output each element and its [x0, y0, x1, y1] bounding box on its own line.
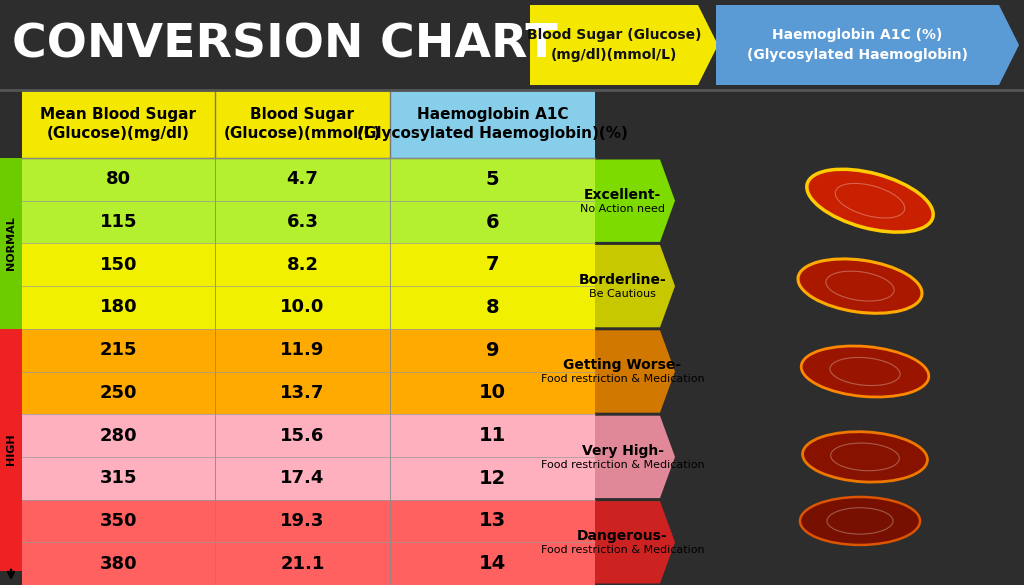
Text: 315: 315	[99, 469, 137, 487]
Ellipse shape	[801, 346, 929, 397]
Text: 5: 5	[485, 170, 500, 189]
Text: 6: 6	[485, 212, 500, 232]
Text: 350: 350	[99, 512, 137, 530]
Text: 15.6: 15.6	[281, 426, 325, 445]
Text: Blood Sugar
(Glucose)(mmol/L): Blood Sugar (Glucose)(mmol/L)	[224, 106, 381, 142]
Text: Haemoglobin A1C
(Glycosylated Haemoglobin)(%): Haemoglobin A1C (Glycosylated Haemoglobi…	[357, 106, 628, 142]
FancyBboxPatch shape	[390, 90, 595, 158]
Polygon shape	[716, 5, 1019, 85]
Text: 8: 8	[485, 298, 500, 317]
Text: No Action need: No Action need	[580, 204, 665, 214]
Ellipse shape	[800, 497, 920, 545]
FancyBboxPatch shape	[22, 500, 595, 542]
Text: 80: 80	[105, 170, 131, 188]
Text: 8.2: 8.2	[287, 256, 318, 274]
Text: 12: 12	[479, 469, 506, 488]
FancyBboxPatch shape	[22, 542, 595, 585]
FancyBboxPatch shape	[22, 457, 595, 500]
FancyBboxPatch shape	[22, 414, 595, 457]
Polygon shape	[530, 5, 718, 85]
Text: 19.3: 19.3	[281, 512, 325, 530]
FancyBboxPatch shape	[0, 0, 1024, 90]
Text: Getting Worse-: Getting Worse-	[563, 359, 682, 373]
Text: 9: 9	[485, 340, 500, 360]
Text: 13: 13	[479, 511, 506, 531]
Text: 215: 215	[99, 341, 137, 359]
Text: Dangerous-: Dangerous-	[578, 529, 668, 543]
Text: HIGH: HIGH	[6, 433, 16, 464]
Text: 7: 7	[485, 255, 500, 274]
FancyBboxPatch shape	[22, 286, 595, 329]
Ellipse shape	[798, 259, 922, 314]
Text: 13.7: 13.7	[281, 384, 325, 402]
Polygon shape	[595, 160, 675, 242]
FancyBboxPatch shape	[0, 158, 22, 329]
Text: Mean Blood Sugar
(Glucose)(mg/dl): Mean Blood Sugar (Glucose)(mg/dl)	[41, 106, 197, 142]
FancyBboxPatch shape	[22, 158, 595, 201]
Text: Excellent-: Excellent-	[584, 188, 662, 202]
Polygon shape	[595, 331, 675, 412]
Text: Food restriction & Medication: Food restriction & Medication	[541, 545, 705, 555]
Text: Food restriction & Medication: Food restriction & Medication	[541, 460, 705, 470]
FancyBboxPatch shape	[22, 371, 595, 414]
Text: 280: 280	[99, 426, 137, 445]
Ellipse shape	[807, 169, 933, 232]
FancyBboxPatch shape	[22, 90, 595, 158]
Text: 380: 380	[99, 555, 137, 573]
Text: 10: 10	[479, 383, 506, 402]
FancyBboxPatch shape	[675, 158, 1024, 585]
Text: 10.0: 10.0	[281, 298, 325, 316]
Text: NORMAL: NORMAL	[6, 216, 16, 270]
Polygon shape	[595, 245, 675, 327]
Text: Very High-: Very High-	[582, 444, 664, 458]
Text: 21.1: 21.1	[281, 555, 325, 573]
Text: 11.9: 11.9	[281, 341, 325, 359]
Text: 150: 150	[99, 256, 137, 274]
Text: 4.7: 4.7	[287, 170, 318, 188]
FancyBboxPatch shape	[0, 329, 22, 571]
Text: Be Cautious: Be Cautious	[589, 289, 656, 299]
Polygon shape	[595, 416, 675, 498]
Text: 250: 250	[99, 384, 137, 402]
Text: Borderline-: Borderline-	[579, 273, 667, 287]
Text: Blood Sugar (Glucose)
(mg/dl)(mmol/L): Blood Sugar (Glucose) (mg/dl)(mmol/L)	[526, 28, 701, 62]
Text: 115: 115	[99, 213, 137, 231]
Text: CONVERSION CHART: CONVERSION CHART	[12, 22, 558, 67]
FancyBboxPatch shape	[22, 329, 595, 371]
FancyBboxPatch shape	[22, 201, 595, 243]
Text: 14: 14	[479, 554, 506, 573]
Text: 180: 180	[99, 298, 137, 316]
Text: Food restriction & Medication: Food restriction & Medication	[541, 374, 705, 384]
Text: 6.3: 6.3	[287, 213, 318, 231]
Text: 17.4: 17.4	[281, 469, 325, 487]
Text: 11: 11	[479, 426, 506, 445]
Ellipse shape	[803, 432, 928, 482]
Text: Haemoglobin A1C (%)
(Glycosylated Haemoglobin): Haemoglobin A1C (%) (Glycosylated Haemog…	[746, 28, 968, 62]
Polygon shape	[595, 501, 675, 583]
FancyBboxPatch shape	[22, 243, 595, 286]
